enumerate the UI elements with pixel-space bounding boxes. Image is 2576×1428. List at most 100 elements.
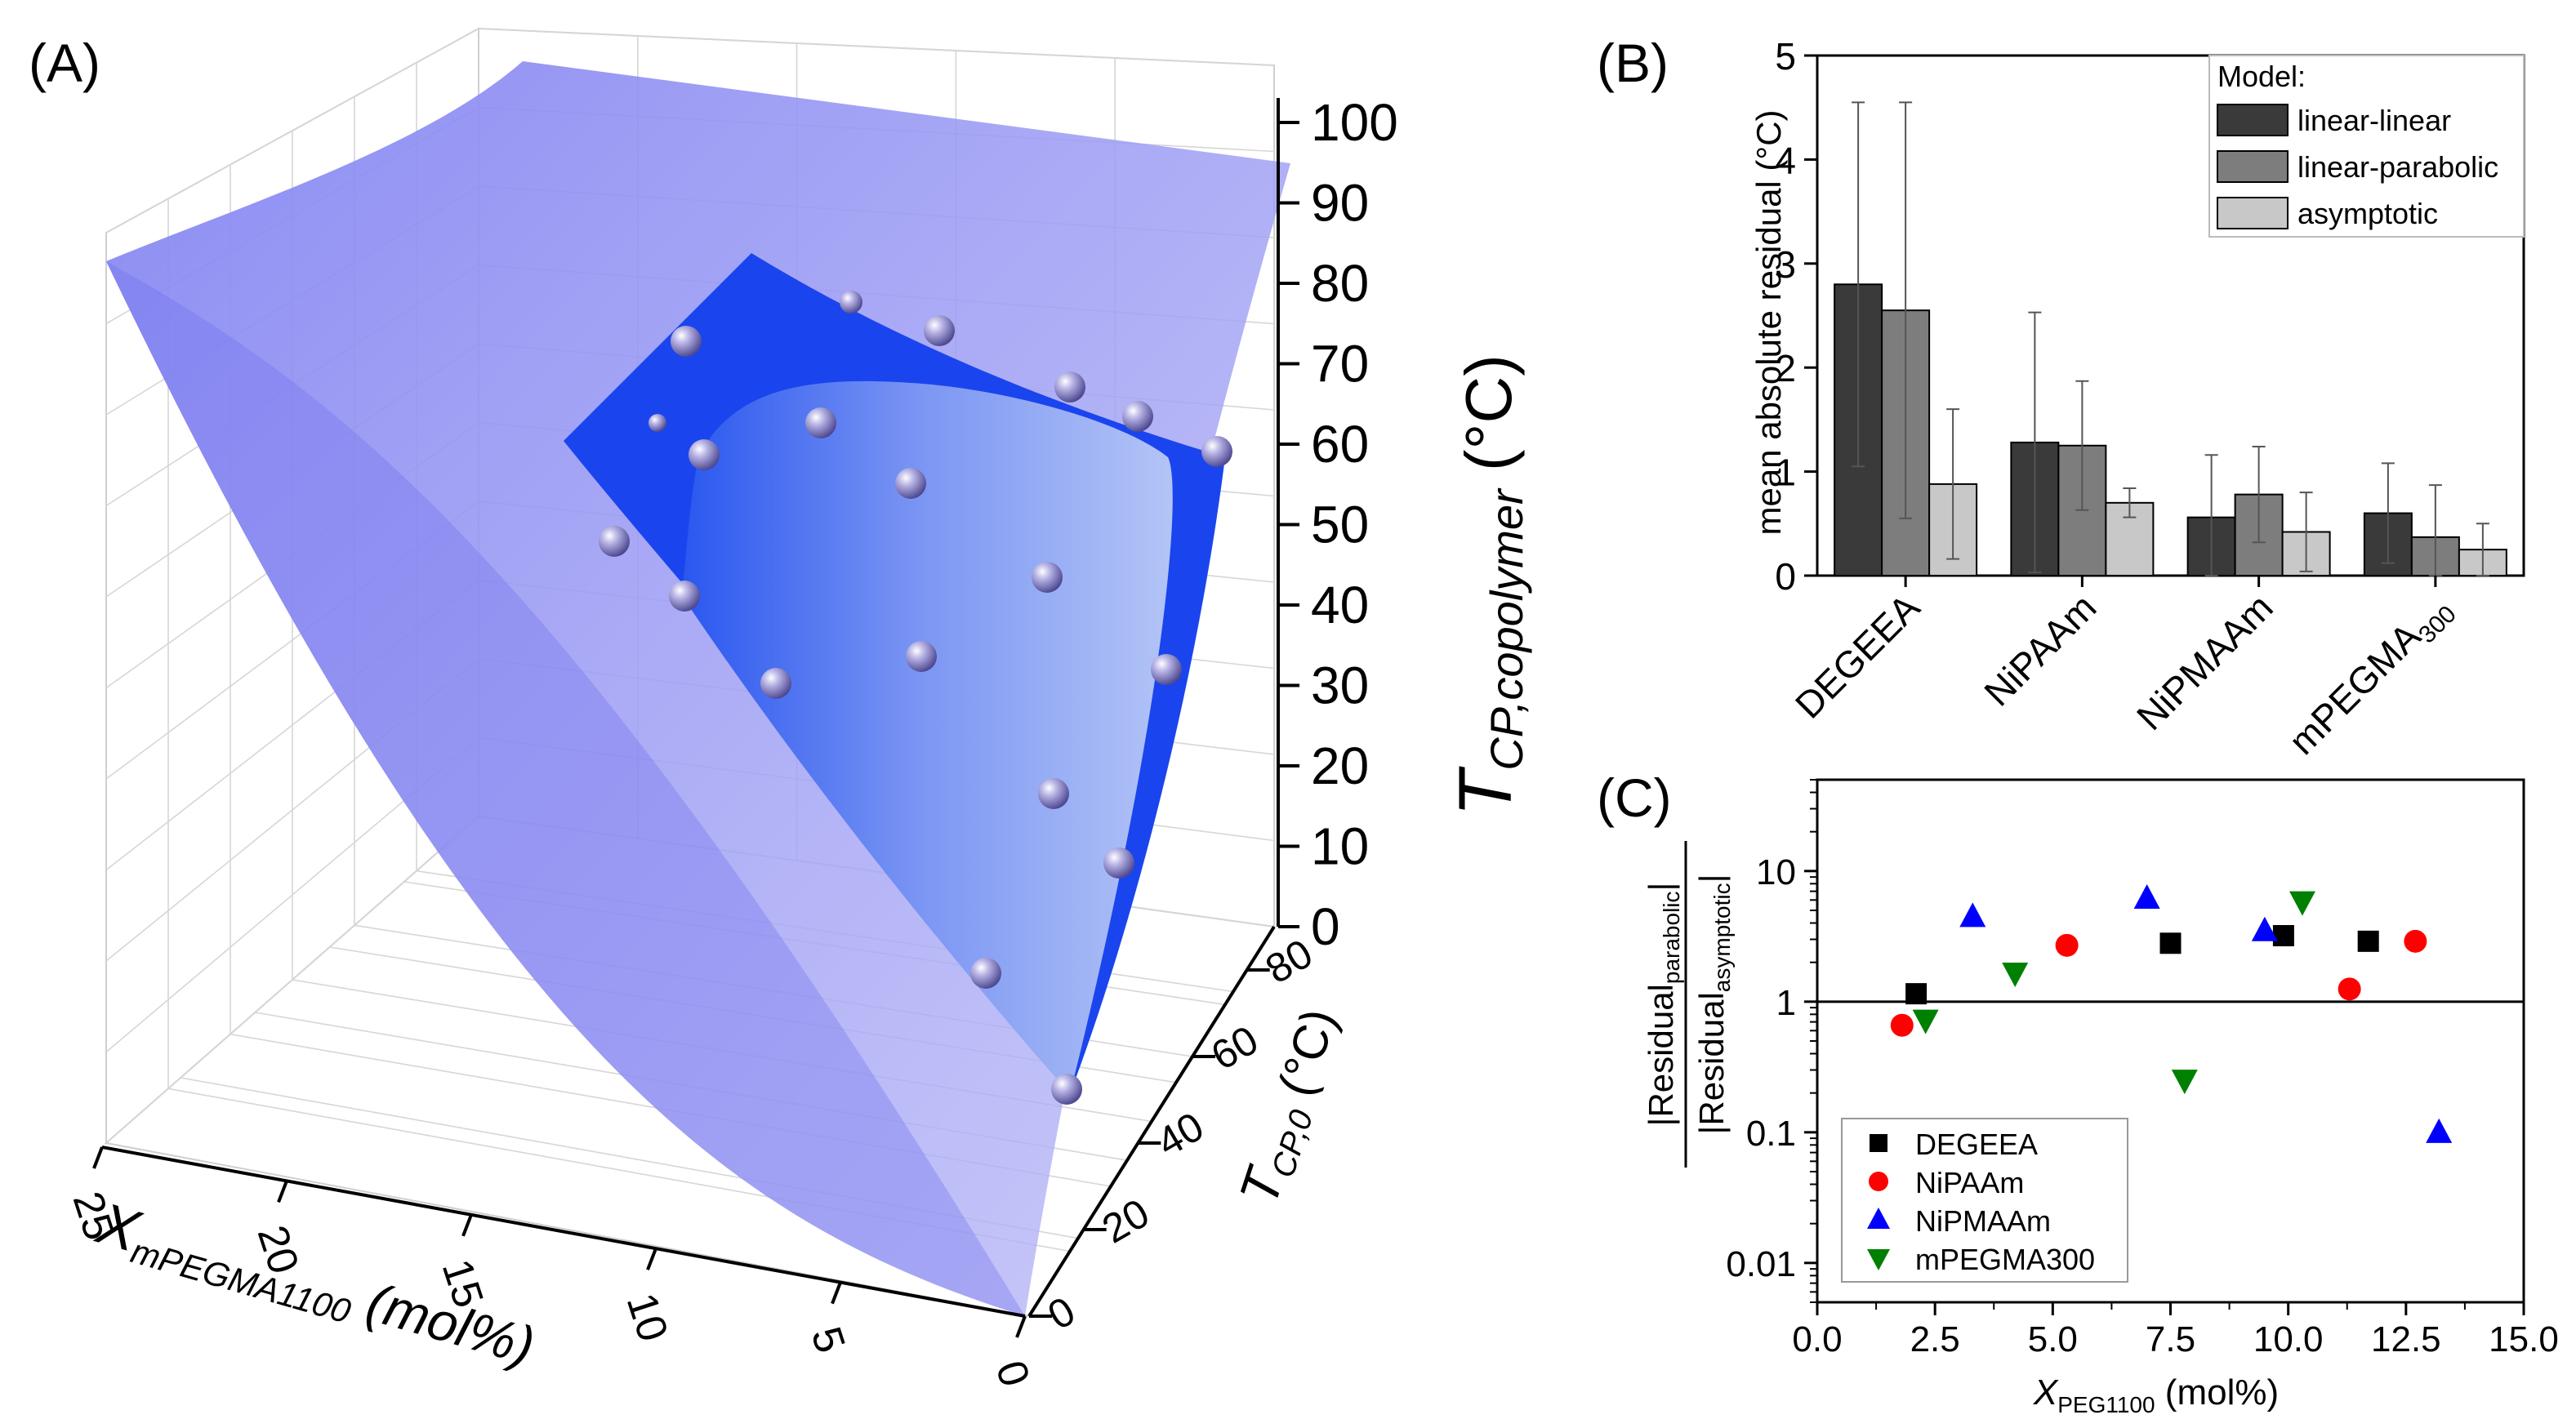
c-marker-triangle-down [1912,1009,1939,1034]
c-marker-square [2357,930,2379,952]
z-axis-tick-label: 60 [1311,415,1369,474]
c-marker-triangle-up [2133,884,2160,910]
c-legend-box [1841,1118,2128,1283]
c-x-tick-label: 0.0 [1792,1319,1842,1359]
c-marker-triangle-up [1867,1208,1890,1229]
b-y-tick-label: 0 [1775,555,1796,598]
x-axis-tick-label: 5 [802,1321,854,1358]
c-marker-circle [1869,1172,1888,1191]
panel-c-x-axis-title: XPEG1100 (mol%) [2033,1372,2279,1417]
panel-a-fitted-surface [106,61,1290,1316]
c-marker-triangle-down [1867,1249,1890,1270]
c-marker-triangle-up [1959,902,1986,928]
b-y-tick-label: 3 [1775,243,1796,286]
c-legend-label: NiPAAm [1915,1166,2024,1199]
panel-b-label: (B) [1597,33,1669,93]
panel-c-scatter-chart: (C) 0.01 0.1 1 10 0.0 2.5 5.0 7.5 10.0 12.5 15.0 |… [1597,767,2559,1417]
c-ylabel-denominator: |Residualasymptotic| [1692,874,1735,1134]
c-marker-square [1870,1134,1887,1152]
c-y-tick-label: 0.1 [1746,1114,1796,1154]
surface-data-point [1151,654,1182,685]
surface-data-point [1103,847,1134,879]
b-x-tick-label: mPEGMA300 [2280,585,2462,767]
surface-data-point [671,326,702,357]
surface-data-point [599,526,630,557]
x-axis-tick-label: 0 [987,1355,1039,1392]
c-x-tick-label: 2.5 [1910,1319,1960,1359]
c-x-tick-label: 5.0 [2028,1319,2078,1359]
c-marker-triangle-up [2251,916,2278,941]
b-legend-label: linear-parabolic [2297,150,2498,184]
surface-data-point [906,641,937,672]
c-x-tick-label: 12.5 [2371,1319,2441,1359]
z-axis-tick-label: 40 [1311,576,1369,634]
z-axis-tick-label: 30 [1311,656,1369,715]
surface-data-point [648,414,666,432]
z-axis-title: TCP,copolymer (°C) [1444,354,1532,816]
surface-data-point [805,407,836,438]
panel-a-label: (A) [29,33,100,93]
c-marker-square [2159,932,2182,954]
c-marker-triangle-down [2002,963,2029,988]
c-marker-circle [2404,929,2427,953]
x-axis-tick [92,1146,104,1169]
z-axis-tick-label: 70 [1311,335,1369,394]
panel-c-label: (C) [1597,767,1672,828]
surface-data-point [1038,778,1069,809]
b-legend-label: asymptotic [2297,197,2438,230]
panel-c-legend: DEGEEA NiPAAm NiPMAAm mPEGMA300 [1841,1118,2128,1283]
surface-data-point [689,439,720,470]
b-legend-swatch [2217,150,2289,183]
panel-b-y-axis-title: mean absolute residual (°C) [1749,109,1788,535]
b-legend-swatch [2217,197,2289,229]
b-x-tick-label: NiPAAm [1976,585,2104,714]
panel-a-data-points [599,291,1232,1105]
outer-surface-shade [106,261,1025,1316]
surface-data-point [895,468,926,499]
surface-data-point [1032,562,1063,593]
surface-data-point [1054,371,1085,403]
x-axis-tick [831,1281,842,1305]
b-legend-label: linear-linear [2297,104,2451,137]
c-marker-square [2272,925,2294,947]
panel-c-plot-area: 0.01 0.1 1 10 0.0 2.5 5.0 7.5 10.0 12.5 15.0 [1726,778,2559,1359]
c-legend-label: NiPMAAm [1915,1204,2051,1238]
panel-b-bar-chart: (B) 0 1 2 3 4 5 DEGEEA NiPAAm NiPMAAm mPEGMA300 m… [1597,33,2525,767]
c-x-tick-label: 10.0 [2253,1319,2324,1359]
b-y-tick-label: 5 [1775,35,1796,78]
c-marker-triangle-up [2426,1118,2453,1143]
c-ylabel-numerator: |Residualparabolic| [1642,883,1684,1127]
c-marker-circle [1890,1013,1914,1037]
surface-data-point [840,291,862,314]
z-axis-tick-label: 20 [1311,736,1369,795]
b-y-tick-label: 1 [1775,452,1796,494]
z-axis-tick-label: 100 [1311,93,1398,152]
surface-data-point [1201,436,1232,467]
b-x-tick-label: NiPMAAm [2128,585,2281,738]
c-legend-label: DEGEEA [1915,1128,2038,1161]
c-marker-circle [2338,977,2361,1001]
panel-a-3d-surface: (A) 0 10 20 30 40 50 60 70 80 90 100 0 20 40 60 80 0 5 1… [29,27,1532,1392]
c-x-tick-label: 15.0 [2489,1319,2559,1359]
b-legend-title: Model: [2217,60,2306,93]
panel-b-legend: Model: linear-linear linear-parabolic asymp… [2208,55,2525,238]
c-y-tick-label: 10 [1756,852,1796,892]
surface-data-point [669,581,700,612]
z-axis-tick-label: 90 [1311,174,1369,233]
surface-data-point [970,958,1001,989]
panel-c-y-axis-title: |Residualparabolic| |Residualasymptotic| [1642,841,1735,1168]
y-axis-line [1027,925,1276,1318]
c-marker-triangle-down [2171,1070,2198,1095]
surface-data-point [1122,401,1153,432]
c-marker-square [1905,983,1928,1005]
z-axis-tick-label: 10 [1311,817,1369,876]
c-legend-label: mPEGMA300 [1915,1243,2095,1276]
z-axis-tick-label: 0 [1311,897,1340,956]
x-axis-tick [277,1180,288,1203]
c-marker-circle [2055,933,2079,957]
x-axis-tick [1015,1315,1027,1338]
z-axis-tick-label: 80 [1311,254,1369,313]
c-marker-triangle-down [2289,891,2315,916]
surface-data-point [1051,1074,1082,1105]
z-axis-tick-label: 50 [1311,496,1369,554]
